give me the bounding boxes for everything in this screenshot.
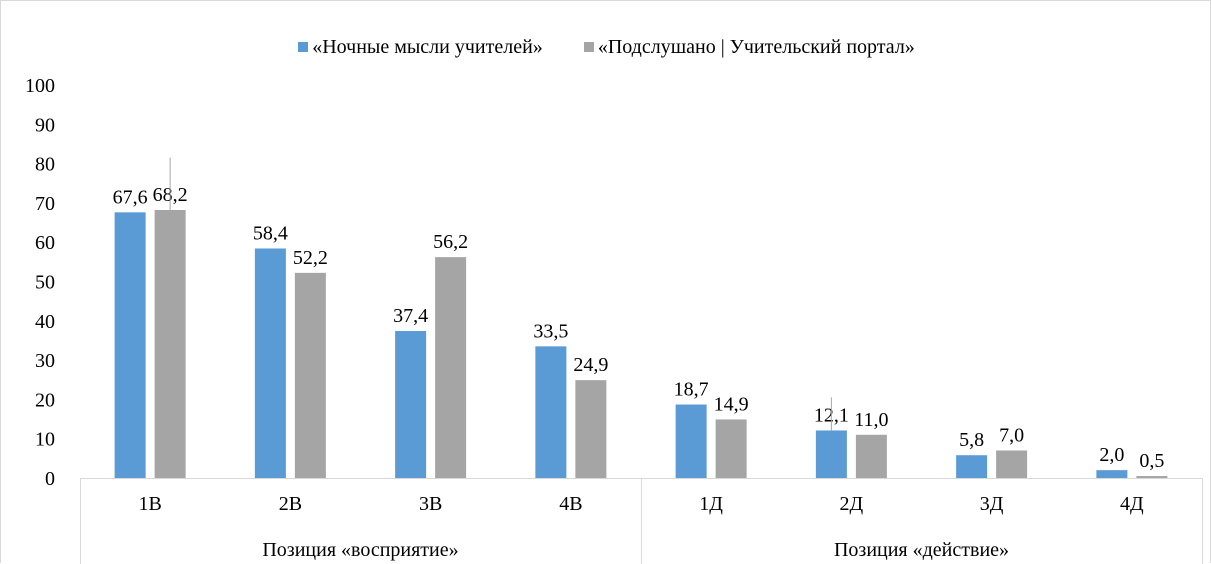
bar-series-2 [154, 209, 186, 478]
x-tick-label: 4Д [1120, 493, 1144, 515]
bar-series-1 [1096, 470, 1128, 478]
bar-series-2 [855, 434, 887, 478]
bar-series-2 [996, 450, 1028, 478]
legend-label-series-2: «Подслушано | Учительский портал» [597, 35, 915, 58]
y-tick-label: 0 [45, 468, 55, 490]
legend: «Ночные мысли учителей» «Подслушано | Уч… [1, 35, 1211, 59]
bar-series-1 [815, 430, 847, 478]
y-tick-label: 30 [35, 350, 55, 372]
x-tick-label: 1Д [699, 493, 723, 515]
data-label-series-1: 37,4 [393, 305, 428, 327]
legend-label-series-1: «Ночные мысли учителей» [312, 35, 543, 58]
legend-swatch-series-2 [583, 42, 594, 52]
data-label-series-1: 33,5 [533, 320, 568, 342]
y-tick-label: 70 [35, 193, 55, 215]
y-tick-label: 40 [35, 311, 55, 333]
data-label-series-2: 56,2 [433, 231, 468, 253]
data-label-series-1: 67,6 [113, 186, 148, 208]
bar-series-2 [435, 257, 467, 478]
data-label-series-1: 5,8 [959, 429, 984, 451]
bar-series-2 [575, 380, 607, 478]
legend-swatch-series-1 [298, 42, 309, 52]
data-label-series-2: 0,5 [1139, 450, 1164, 472]
bar-series-1 [535, 346, 567, 478]
y-tick-label: 80 [35, 154, 55, 176]
data-label-series-2: 14,9 [714, 393, 749, 415]
y-tick-label: 10 [35, 429, 55, 451]
bar-series-1 [254, 248, 286, 478]
y-tick-label: 50 [35, 272, 55, 294]
data-label-series-2: 11,0 [854, 409, 888, 431]
data-label-series-2: 7,0 [999, 424, 1024, 446]
legend-item-series-1: «Ночные мысли учителей» [298, 36, 543, 59]
bar-series-1 [956, 455, 988, 478]
data-label-series-1: 58,4 [253, 222, 288, 244]
x-tick-label: 1В [138, 493, 161, 515]
bar-series-1 [675, 404, 707, 478]
legend-item-series-2: «Подслушано | Учительский портал» [583, 35, 915, 59]
data-label-series-1: 18,7 [674, 379, 709, 401]
y-tick-label: 90 [35, 114, 55, 136]
data-label-series-2: 24,9 [573, 354, 608, 376]
y-tick-label: 20 [35, 389, 55, 411]
x-tick-label: 4В [559, 493, 582, 515]
data-label-series-1: 2,0 [1099, 444, 1124, 466]
x-tick-label: 3В [419, 493, 442, 515]
group-label: Позиция «восприятие» [262, 539, 458, 561]
bar-series-1 [395, 331, 427, 478]
y-tick-label: 60 [35, 232, 55, 254]
group-label: Позиция «действие» [834, 539, 1009, 561]
x-tick-label: 2Д [840, 493, 864, 515]
bar-series-2 [1136, 476, 1168, 478]
data-label-series-2: 52,2 [293, 247, 328, 269]
x-tick-label: 2В [279, 493, 302, 515]
y-tick-label: 100 [25, 75, 55, 97]
bar-series-1 [114, 212, 146, 478]
bar-series-2 [715, 419, 747, 478]
x-tick-label: 3Д [980, 493, 1004, 515]
bar-series-2 [294, 272, 326, 478]
